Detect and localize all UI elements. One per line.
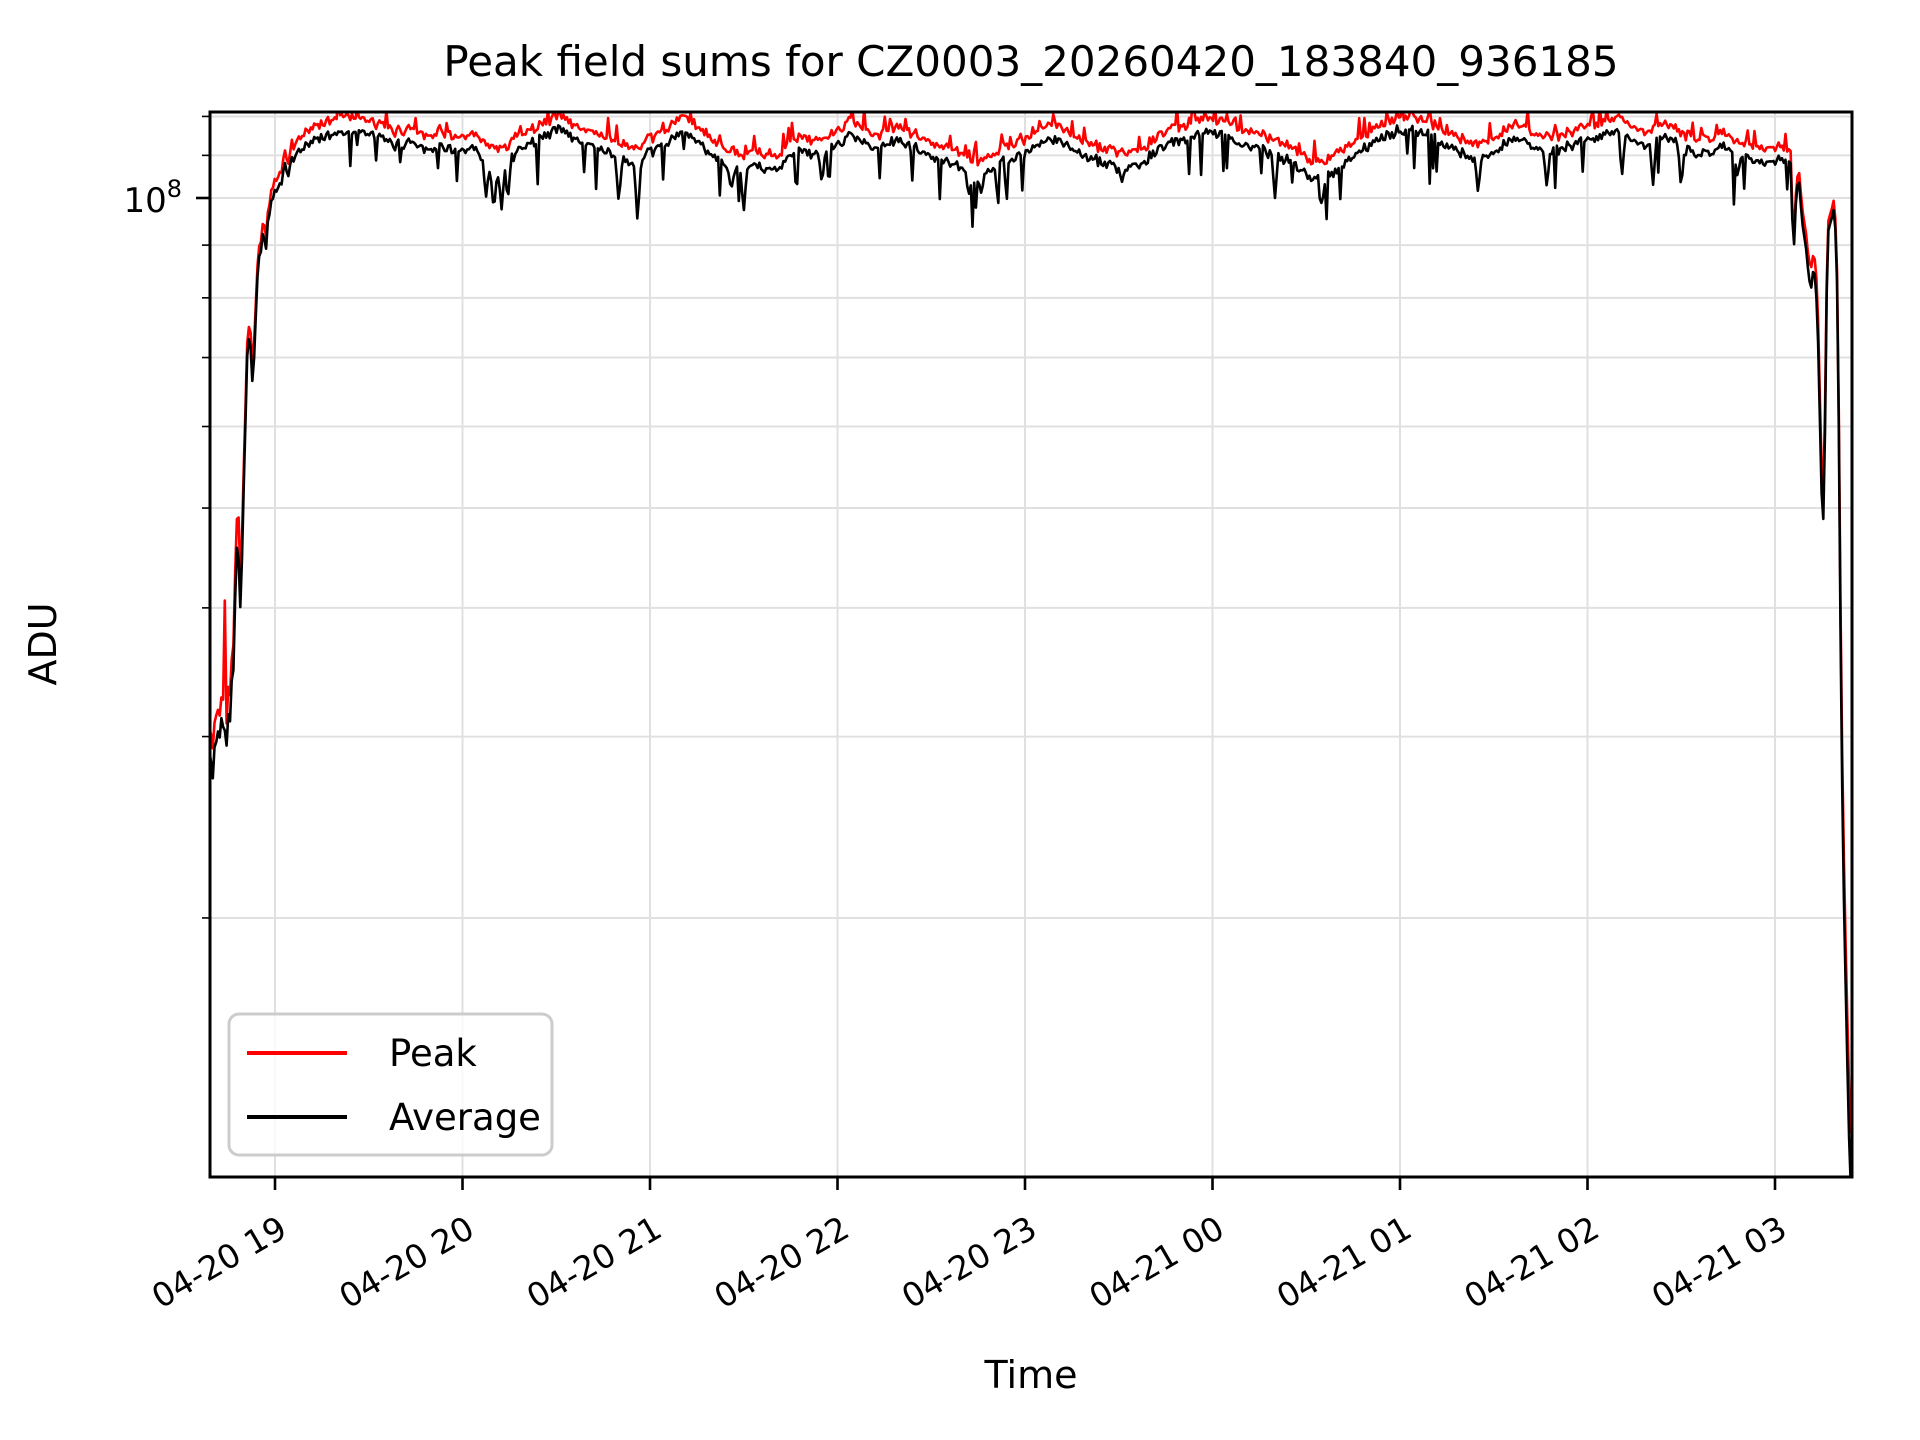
plot-border xyxy=(208,110,1854,1179)
x-tick-label: 04-21 01 xyxy=(1270,1208,1418,1316)
x-tick-labels: 04-20 19 04-20 20 04-20 21 04-20 22 04-20 23… xyxy=(145,1208,1793,1316)
legend-box xyxy=(227,1012,554,1157)
chart-title: Peak field sums for CZ0003_20260420_1838… xyxy=(443,37,1618,86)
x-tick-label: 04-20 23 xyxy=(895,1208,1043,1316)
grid-layer xyxy=(210,112,1852,1177)
x-tick-label: 04-20 20 xyxy=(333,1208,481,1316)
legend-peak-label: Peak xyxy=(389,1032,477,1075)
peak-line xyxy=(210,112,1852,1134)
ticks-layer xyxy=(196,115,1777,1190)
legend: Peak Average xyxy=(227,1012,554,1157)
x-tick-label: 04-21 02 xyxy=(1458,1208,1606,1316)
x-tick-label: 04-20 19 xyxy=(145,1208,293,1316)
x-axis-label: Time xyxy=(984,1353,1078,1397)
x-tick-label: 04-21 03 xyxy=(1645,1208,1793,1316)
x-tick-label: 04-20 22 xyxy=(708,1208,856,1316)
average-line xyxy=(210,124,1852,1177)
x-tick-label: 04-20 21 xyxy=(520,1208,668,1316)
y-tick-label-1e8: 108 xyxy=(123,175,182,221)
series-layer xyxy=(210,112,1852,1177)
legend-average-label: Average xyxy=(389,1096,541,1139)
x-tick-label: 04-21 00 xyxy=(1083,1208,1231,1316)
y-axis-label: ADU xyxy=(21,602,65,685)
